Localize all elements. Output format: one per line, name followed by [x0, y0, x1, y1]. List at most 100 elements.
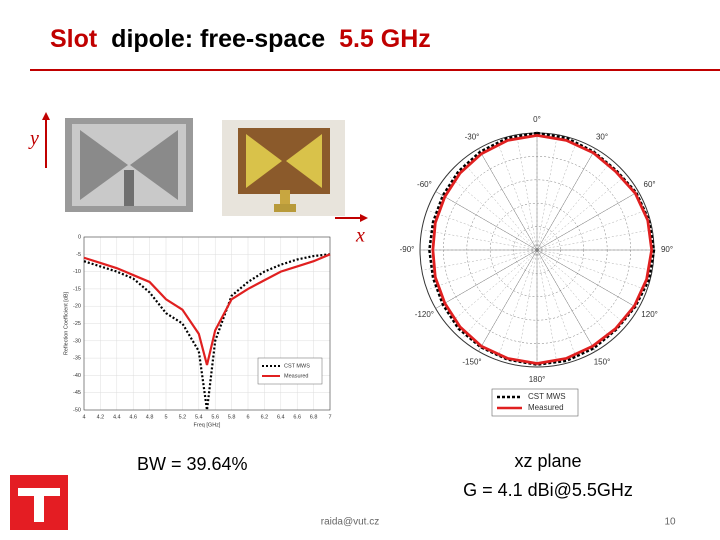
legend-label: CST MWS [284, 363, 310, 369]
y-tick-label: -50 [73, 407, 81, 413]
grid-spoke [536, 134, 558, 251]
grid-spoke [426, 249, 538, 291]
grid-spoke [421, 249, 538, 271]
radiation-pattern-chart: 0° 30° 60° 90° 120° 150° 180° -150° -120° -90° -60… [400, 115, 673, 417]
grid-spoke [461, 249, 538, 340]
pattern-line [431, 133, 654, 365]
grid-spoke [447, 174, 538, 251]
y-tick-label: -40 [73, 373, 81, 379]
grid-spoke [536, 139, 578, 251]
angle-tick [435, 191, 538, 251]
grid-spoke [536, 160, 613, 251]
y-axis-title: Reflection Coefficient [dB] [63, 291, 69, 355]
grid-spoke [536, 249, 648, 291]
axis-y-label: y [28, 128, 39, 150]
grid-spoke [536, 174, 627, 251]
grid-spoke [536, 249, 653, 271]
x-tick-label: 5.4 [195, 414, 203, 420]
angle-label: 180° [529, 375, 546, 384]
plot-frame [83, 236, 331, 411]
x-tick-label: 4.8 [146, 414, 154, 420]
title-part: dipole: free-space [111, 25, 325, 53]
antenna-model-image [65, 118, 193, 212]
y-tick-label: 0 [78, 234, 81, 240]
antenna-photo [222, 120, 345, 216]
series-line [83, 253, 331, 411]
x-tick-label: 6.2 [261, 414, 269, 420]
legend-box [491, 388, 579, 417]
x-tick-label: 5.6 [211, 414, 219, 420]
plane-label: xz plane [514, 451, 581, 471]
grid-spoke [421, 229, 538, 251]
legend-label: Measured [284, 373, 308, 379]
series-line [83, 253, 331, 366]
y-tick-label: -5 [76, 252, 81, 258]
legend-label: CST MWS [528, 392, 566, 401]
angle-label: -60° [417, 180, 432, 189]
grid-spoke [496, 249, 538, 361]
y-tick-label: -25 [73, 321, 81, 327]
grid-spoke [461, 160, 538, 251]
angle-label: 150° [594, 358, 611, 367]
x-tick-label: 6.8 [310, 414, 318, 420]
angle-tick [536, 191, 639, 251]
angle-label: -90° [400, 245, 415, 254]
grid-spoke [516, 249, 538, 366]
y-tick-label: -10 [73, 269, 81, 275]
angle-tick [435, 249, 538, 309]
angle-tick [478, 249, 538, 352]
angle-tick [536, 148, 596, 251]
x-tick-label: 6 [246, 414, 249, 420]
angle-label: 90° [661, 245, 673, 254]
y-tick-label: -45 [73, 390, 81, 396]
x-tick-label: 4.6 [129, 414, 137, 420]
title-part: 5.5 GHz [339, 25, 431, 53]
angle-tick [478, 148, 538, 251]
title-part: Slot [50, 25, 98, 53]
x-tick-label: 5.2 [179, 414, 187, 420]
angle-label: -120° [415, 310, 434, 319]
grid-spoke [496, 139, 538, 251]
grid-spoke [536, 249, 613, 340]
grid-spoke [536, 229, 653, 251]
angle-label: 60° [644, 180, 656, 189]
x-tick-label: 7 [328, 414, 331, 420]
grid-spoke [536, 249, 578, 361]
chart-frame [62, 228, 334, 432]
page-number: 10 [664, 517, 676, 528]
grid-spoke [516, 134, 538, 251]
x-tick-label: 5 [164, 414, 167, 420]
y-tick-label: -30 [73, 338, 81, 344]
reflection-chart: 0 -5 -10 -15 -20 -25 -30 -35 -40 -45 -504 4.2 4.4 4.6… [62, 228, 334, 432]
university-logo [10, 475, 68, 530]
x-tick-label: 6.4 [277, 414, 285, 420]
y-tick-label: -20 [73, 304, 81, 310]
x-tick-label: 5.8 [228, 414, 236, 420]
bandwidth-label: BW = 39.64% [137, 454, 248, 474]
x-axis-title: Freq [GHz] [194, 422, 221, 428]
angle-tick [536, 249, 596, 352]
y-tick-label: -15 [73, 286, 81, 292]
legend-label: Measured [528, 403, 564, 412]
grid-spoke [426, 209, 538, 251]
angle-label: 0° [533, 115, 541, 124]
angle-label: -150° [462, 358, 481, 367]
axis-x-label: x [355, 225, 365, 247]
legend-box [257, 357, 323, 385]
angle-tick [536, 249, 639, 309]
x-tick-label: 6.6 [293, 414, 301, 420]
arrow-head [42, 112, 50, 120]
gain-label: G = 4.1 dBi@5.5GHz [463, 480, 633, 500]
slide-title: Slot dipole: free-space 5.5 GHz [50, 25, 431, 53]
grid-spoke [536, 249, 627, 326]
x-tick-label: 4.4 [113, 414, 121, 420]
grid-spoke [447, 249, 538, 326]
arrow-head [360, 214, 368, 222]
angle-label: 120° [641, 310, 658, 319]
x-tick-label: 4 [82, 414, 85, 420]
y-tick-label: -35 [73, 356, 81, 362]
grid-spoke [536, 249, 558, 366]
footer-email: raida@vut.cz [321, 517, 380, 528]
x-tick-label: 4.2 [97, 414, 105, 420]
